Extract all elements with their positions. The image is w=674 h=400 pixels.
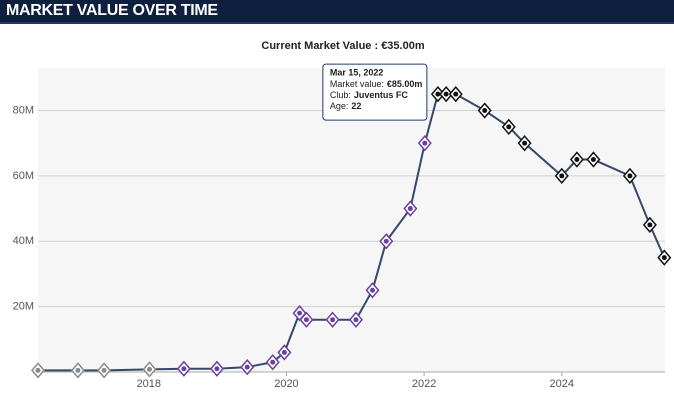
chart-subtitle: Current Market Value : €35.00m bbox=[261, 40, 424, 52]
marker bbox=[569, 151, 584, 168]
marker-dot bbox=[303, 317, 309, 323]
marker-dot bbox=[270, 359, 276, 365]
tooltip-value: €85.00m bbox=[387, 80, 423, 90]
marker bbox=[477, 102, 492, 119]
marker-dot bbox=[435, 91, 441, 97]
marker-dot bbox=[407, 206, 413, 212]
marker-dot bbox=[647, 222, 653, 228]
marker-dot bbox=[661, 255, 667, 261]
marker bbox=[379, 233, 394, 250]
chart-title: MARKET VALUE OVER TIME bbox=[6, 2, 218, 19]
marker-dot bbox=[383, 238, 389, 244]
marker bbox=[70, 362, 85, 379]
marker-dot bbox=[422, 140, 428, 146]
marker-dot bbox=[453, 91, 459, 97]
tooltip-date: Mar 15, 2022 bbox=[330, 68, 384, 78]
marker bbox=[501, 118, 516, 135]
marker bbox=[430, 85, 445, 103]
marker-dot bbox=[574, 157, 580, 163]
marker bbox=[657, 249, 672, 266]
marker bbox=[277, 344, 292, 361]
marker bbox=[586, 151, 601, 168]
marker bbox=[348, 311, 363, 328]
marker bbox=[439, 85, 454, 103]
tooltip-label: Age: bbox=[330, 102, 349, 112]
marker-dot bbox=[281, 349, 287, 355]
marker-dot bbox=[627, 173, 633, 179]
tooltip-line: Age: 22 bbox=[330, 102, 362, 112]
marker bbox=[176, 360, 191, 377]
marker bbox=[265, 354, 280, 371]
marker-dot bbox=[522, 140, 528, 146]
marker-dot bbox=[482, 107, 488, 113]
x-tick-label: 2022 bbox=[412, 378, 436, 390]
x-tick-label: 2018 bbox=[137, 378, 161, 390]
y-tick-label: 40M bbox=[13, 235, 34, 247]
marker bbox=[97, 362, 112, 379]
marker-dot bbox=[559, 173, 565, 179]
marker bbox=[554, 167, 569, 185]
marker-dot bbox=[369, 287, 375, 293]
marker-dot bbox=[75, 367, 81, 373]
x-tick-label: 2020 bbox=[274, 378, 298, 390]
x-tick-label: 2024 bbox=[550, 378, 574, 390]
marker-dot bbox=[353, 317, 359, 323]
marker bbox=[142, 361, 157, 378]
marker-dot bbox=[330, 317, 336, 323]
marker bbox=[642, 216, 657, 234]
marker-dot bbox=[244, 364, 250, 370]
tooltip-line: Market value: €85.00m bbox=[330, 80, 423, 90]
marker-dot bbox=[443, 91, 449, 97]
marker-dot bbox=[214, 366, 220, 372]
marker bbox=[299, 311, 314, 328]
tooltip-label: Club: bbox=[330, 91, 351, 101]
marker-dot bbox=[297, 310, 303, 316]
tooltip-label: Market value: bbox=[330, 80, 384, 90]
marker bbox=[325, 311, 340, 328]
marker bbox=[240, 358, 255, 376]
marker bbox=[209, 360, 224, 377]
tooltip-line: Club: Juventus FC bbox=[330, 91, 409, 101]
marker bbox=[31, 362, 45, 379]
marker-dot bbox=[146, 366, 152, 372]
marker-dot bbox=[506, 124, 512, 130]
marker bbox=[365, 282, 380, 299]
header: MARKET VALUE OVER TIME bbox=[0, 0, 674, 24]
y-tick-label: 60M bbox=[13, 170, 34, 182]
y-tick-label: 20M bbox=[13, 301, 34, 313]
marker bbox=[403, 200, 418, 217]
marker bbox=[622, 167, 637, 185]
marker-dot bbox=[35, 367, 41, 373]
chart: Current Market Value : €35.00m 20M 40M 60M… bbox=[13, 40, 672, 390]
y-tick-label: 80M bbox=[13, 104, 34, 116]
tooltip-value: Juventus FC bbox=[354, 91, 409, 101]
marker-dot bbox=[181, 366, 187, 372]
marker bbox=[417, 135, 432, 152]
tooltip-box bbox=[322, 63, 428, 121]
marker bbox=[517, 135, 532, 152]
marker-dot bbox=[101, 367, 107, 373]
marker bbox=[448, 85, 463, 103]
marker-dot bbox=[590, 157, 596, 163]
tooltip-value: 22 bbox=[351, 102, 361, 112]
